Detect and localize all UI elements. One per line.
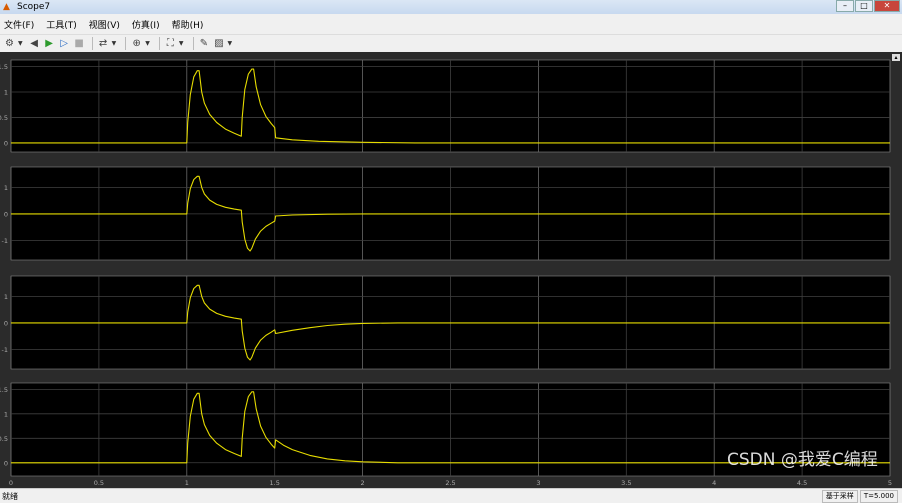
y-tick-label: 0 bbox=[4, 139, 8, 147]
matlab-icon: ▲ bbox=[3, 2, 10, 12]
x-tick-label: 2 bbox=[361, 479, 365, 487]
sim-time: T=5.000 bbox=[859, 490, 898, 503]
toolbar-separator bbox=[125, 36, 127, 50]
autoscale-icon[interactable]: ⛶ bbox=[166, 37, 174, 49]
x-tick-label: 1.5 bbox=[270, 479, 280, 487]
scope-plot-area: ▴ 1.5 1 0.5 0 1 0 -1 1 0 -1 1.5 1 0.5 0 0 0.5 1 1.5 2 2.5 3 3… bbox=[0, 52, 902, 488]
x-tick-label: 3.5 bbox=[621, 479, 631, 487]
undock-icon[interactable]: ▴ bbox=[892, 54, 900, 61]
toolbar: ⚙ ▼ ◀ ▶ ▷ ■ ⇄ ▼ ⊕ ▼ ⛶ ▼ ✎ ▨ ▼ bbox=[0, 34, 902, 51]
x-tick-label: 4.5 bbox=[797, 479, 807, 487]
x-tick-label: 4 bbox=[712, 479, 716, 487]
scope-axes-1[interactable]: 1.5 1 0.5 0 bbox=[0, 59, 891, 153]
dropdown-arrow-icon[interactable]: ▼ bbox=[145, 39, 150, 47]
y-tick-label: 1 bbox=[4, 410, 8, 418]
scope-axes-3[interactable]: 1 0 -1 bbox=[2, 275, 891, 370]
y-tick-label: -1 bbox=[2, 237, 8, 245]
x-tick-label: 0.5 bbox=[94, 479, 104, 487]
signal-line bbox=[11, 68, 890, 144]
cursor-measure-icon[interactable]: ▨ bbox=[214, 37, 224, 49]
title-bar: ▲ Scope7 – □ ✕ bbox=[0, 0, 902, 14]
y-tick-label: 1 bbox=[4, 293, 8, 301]
gear-icon[interactable]: ⚙ bbox=[5, 37, 14, 49]
y-tick-label: 1 bbox=[4, 184, 8, 192]
x-tick-label: 2.5 bbox=[445, 479, 455, 487]
dropdown-arrow-icon[interactable]: ▼ bbox=[111, 39, 117, 47]
y-tick-label: 0.5 bbox=[0, 435, 8, 443]
y-tick-label: 0 bbox=[4, 210, 8, 218]
scope-plots: 1.5 1 0.5 0 1 0 -1 1 0 -1 1.5 1 0.5 0 0 0.5 1 1.5 2 2.5 3 3.5… bbox=[0, 59, 892, 487]
menu-tools[interactable]: 工具(T) bbox=[46, 21, 77, 31]
menu-view[interactable]: 视图(V) bbox=[88, 21, 120, 31]
y-tick-label: 1.5 bbox=[0, 63, 8, 71]
step-back-icon[interactable]: ◀ bbox=[30, 37, 38, 49]
status-bar: 就绪 基于采样 T=5.000 bbox=[0, 488, 902, 503]
toolbar-separator bbox=[158, 36, 160, 50]
dropdown-arrow-icon[interactable]: ▼ bbox=[178, 39, 184, 47]
status-text: 就绪 bbox=[2, 491, 18, 501]
zoom-icon[interactable]: ⊕ bbox=[132, 37, 141, 49]
signal-line bbox=[11, 391, 890, 464]
maximize-icon[interactable]: □ bbox=[855, 0, 873, 12]
menu-simulation[interactable]: 仿真(I) bbox=[131, 21, 160, 31]
close-icon[interactable]: ✕ bbox=[874, 0, 900, 12]
menu-help[interactable]: 帮助(H) bbox=[171, 21, 204, 31]
run-icon[interactable]: ▶ bbox=[45, 37, 53, 49]
stop-icon[interactable]: ■ bbox=[74, 37, 84, 49]
scope-axes-2[interactable]: 1 0 -1 bbox=[2, 166, 891, 261]
y-tick-label: 1.5 bbox=[0, 386, 8, 394]
sample-mode: 基于采样 bbox=[821, 490, 858, 503]
dropdown-arrow-icon[interactable]: ▼ bbox=[227, 39, 233, 47]
signal-line bbox=[11, 175, 890, 252]
watermark: CSDN @我爱C编程 bbox=[727, 450, 878, 470]
y-tick-label: 1 bbox=[4, 89, 8, 97]
menu-file[interactable]: 文件(F) bbox=[4, 21, 35, 31]
menu-bar: 文件(F) 工具(T) 视图(V) 仿真(I) 帮助(H) bbox=[0, 16, 902, 33]
x-tick-label: 3 bbox=[536, 479, 540, 487]
scope-axes-4[interactable]: 1.5 1 0.5 0 0 0.5 1 1.5 2 2.5 3 3.5 4 4.5 5 bbox=[0, 382, 892, 487]
signal-line bbox=[11, 284, 890, 361]
step-forward-icon[interactable]: ▷ bbox=[60, 37, 68, 49]
dropdown-arrow-icon[interactable]: ▼ bbox=[18, 39, 23, 47]
minimize-icon[interactable]: – bbox=[836, 0, 854, 12]
y-tick-label: -1 bbox=[2, 346, 8, 354]
x-tick-label: 5 bbox=[888, 479, 892, 487]
y-tick-label: 0 bbox=[4, 319, 8, 327]
toolbar-separator bbox=[192, 36, 194, 50]
y-tick-label: 0.5 bbox=[0, 114, 8, 122]
x-tick-label: 1 bbox=[185, 479, 189, 487]
highlight-block-icon[interactable]: ⇄ bbox=[98, 37, 108, 49]
y-tick-label: 0 bbox=[4, 459, 8, 467]
x-tick-label: 0 bbox=[9, 479, 13, 487]
window-title: Scope7 bbox=[17, 2, 51, 12]
style-icon[interactable]: ✎ bbox=[199, 37, 209, 49]
toolbar-separator bbox=[91, 36, 93, 50]
